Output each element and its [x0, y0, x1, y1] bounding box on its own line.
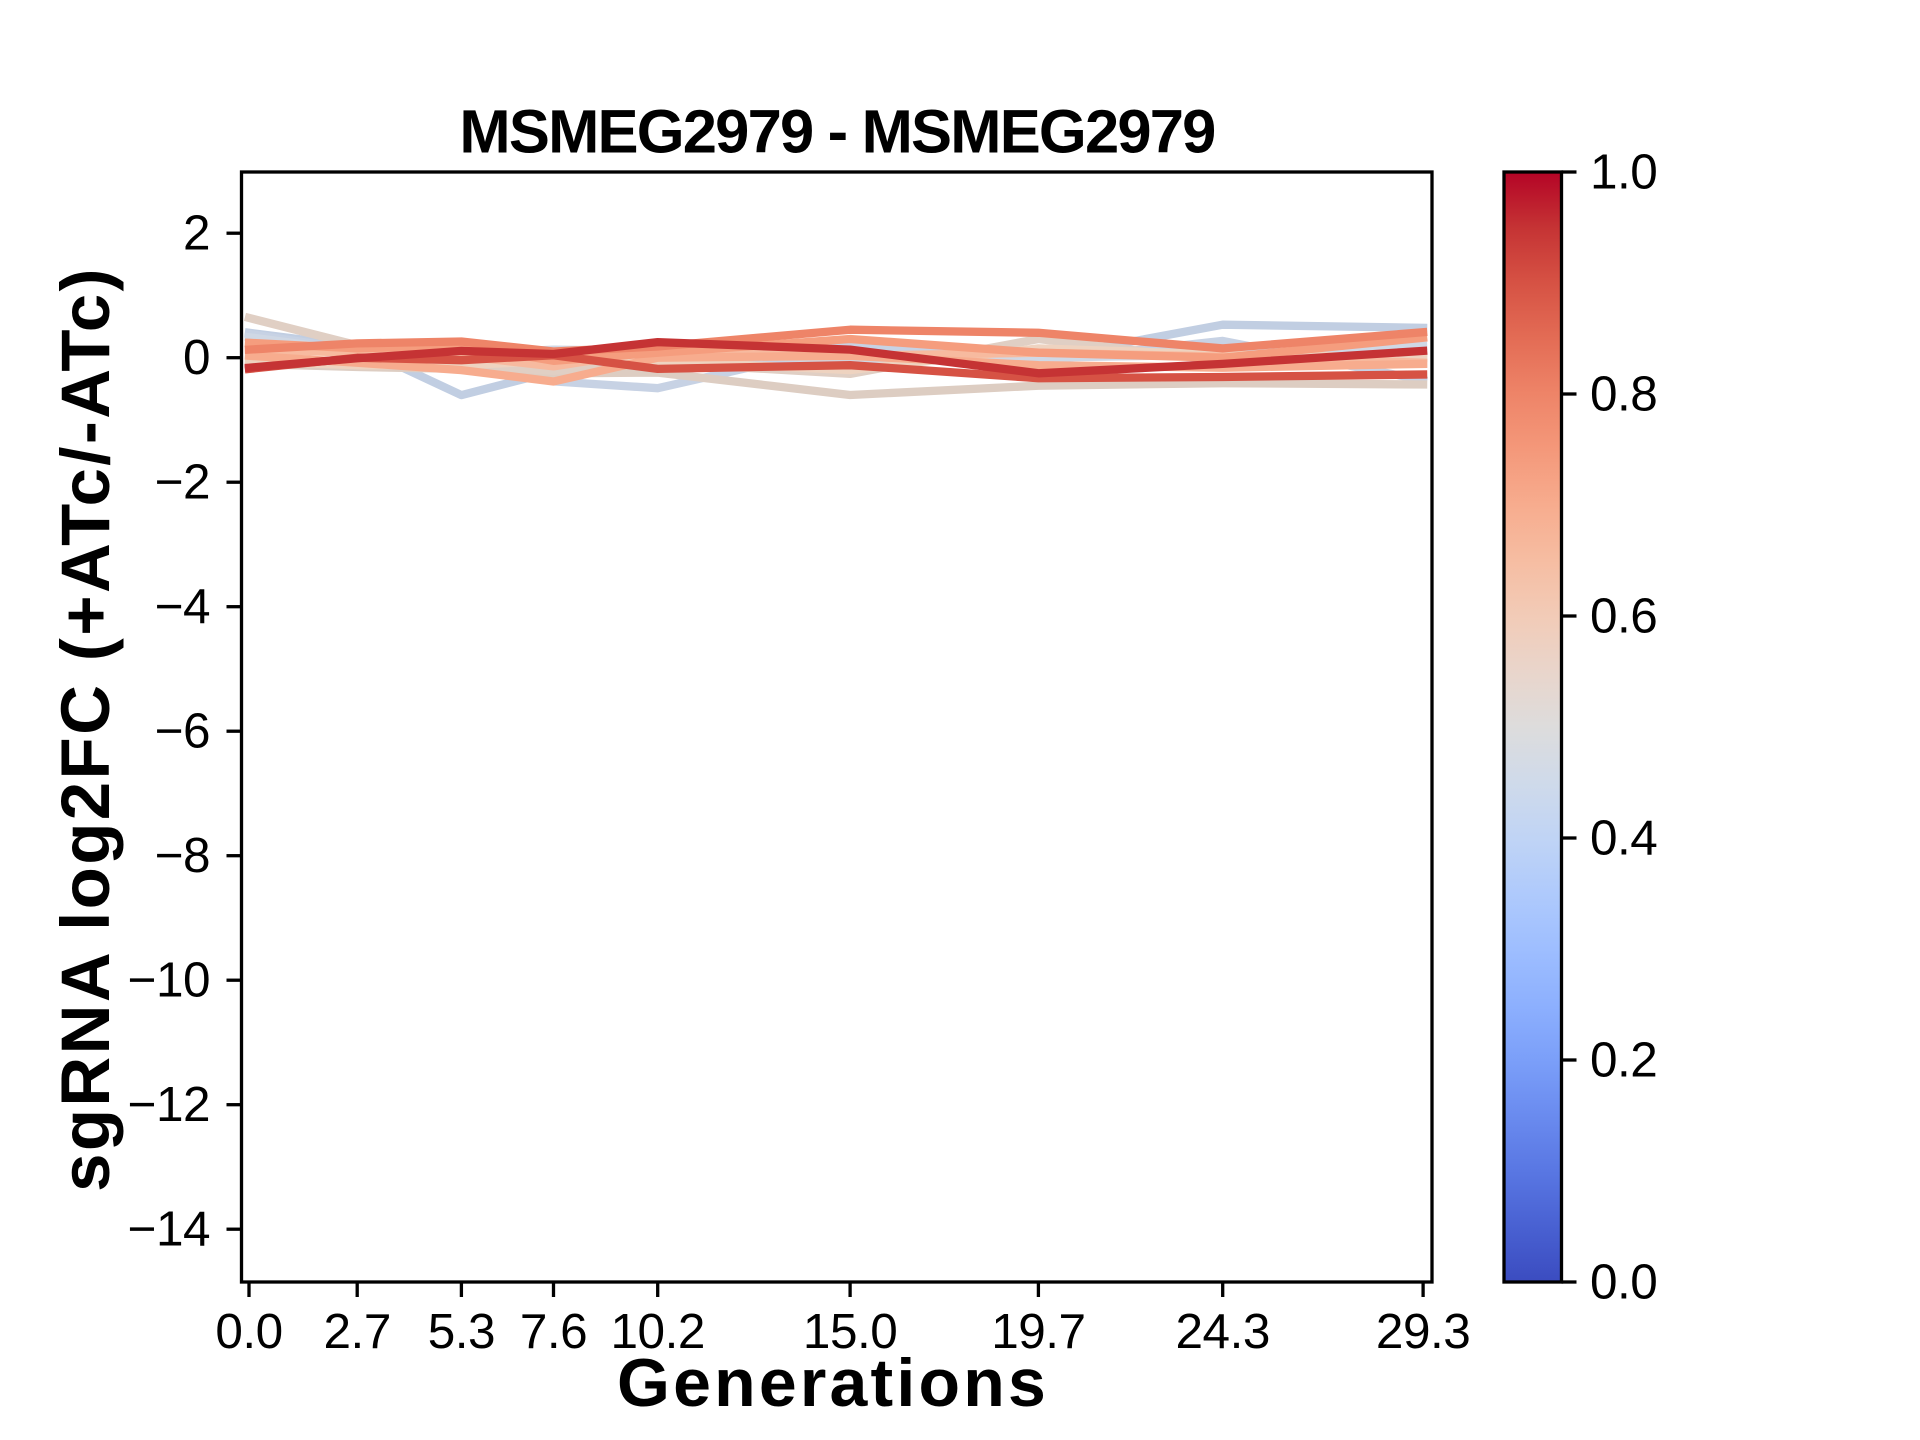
svg-text:0.6: 0.6	[1590, 589, 1657, 644]
svg-text:7.6: 7.6	[520, 1304, 587, 1359]
svg-text:0: 0	[183, 330, 210, 385]
svg-text:0.0: 0.0	[1590, 1255, 1657, 1310]
svg-text:24.3: 24.3	[1176, 1304, 1270, 1359]
svg-text:−12: −12	[128, 1077, 210, 1132]
svg-text:0.8: 0.8	[1590, 367, 1657, 422]
svg-text:sgRNA log2FC (+ATc/-ATc): sgRNA log2FC (+ATc/-ATc)	[47, 266, 124, 1192]
svg-text:1.0: 1.0	[1590, 145, 1657, 200]
svg-text:0.2: 0.2	[1590, 1033, 1657, 1088]
svg-text:−10: −10	[128, 953, 210, 1008]
svg-text:2: 2	[183, 206, 210, 261]
svg-text:0.4: 0.4	[1590, 811, 1657, 866]
svg-text:−2: −2	[155, 455, 210, 510]
svg-text:−6: −6	[155, 704, 210, 759]
svg-text:10.2: 10.2	[611, 1304, 705, 1359]
svg-text:−14: −14	[128, 1202, 210, 1257]
svg-text:−4: −4	[155, 579, 210, 634]
svg-text:MSMEG2979 - MSMEG2979: MSMEG2979 - MSMEG2979	[459, 98, 1214, 167]
svg-text:Generations: Generations	[617, 1345, 1049, 1421]
svg-text:−8: −8	[155, 828, 210, 883]
svg-text:0.0: 0.0	[215, 1304, 282, 1359]
svg-text:15.0: 15.0	[803, 1304, 897, 1359]
svg-text:2.7: 2.7	[324, 1304, 391, 1359]
svg-text:29.3: 29.3	[1376, 1304, 1470, 1359]
svg-text:5.3: 5.3	[428, 1304, 495, 1359]
svg-text:19.7: 19.7	[991, 1304, 1085, 1359]
